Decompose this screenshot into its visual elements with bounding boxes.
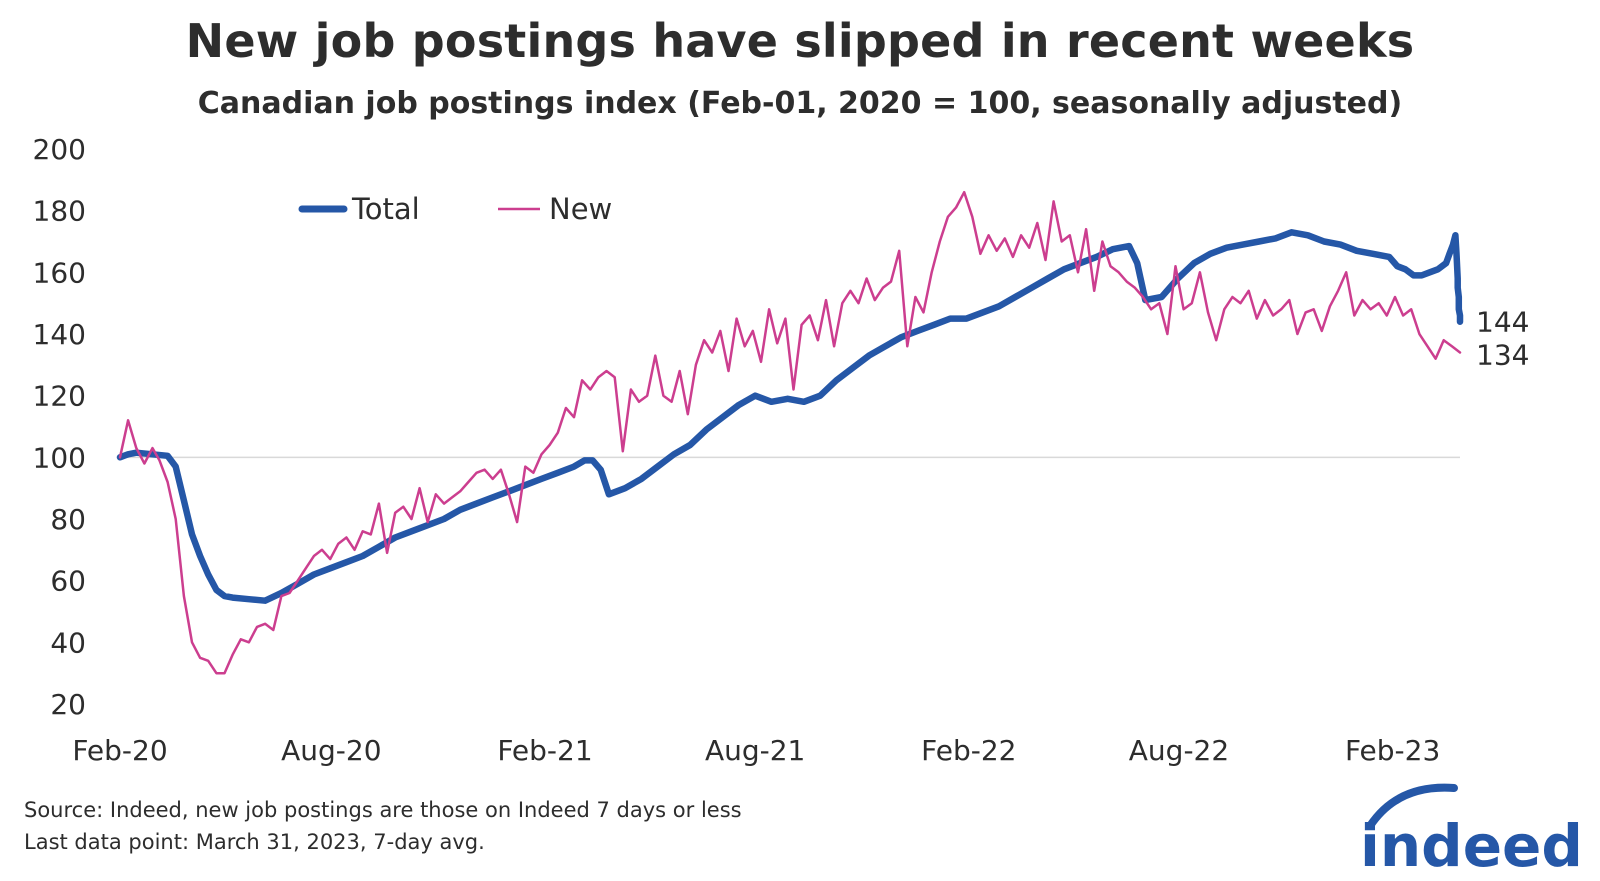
- x-tick-label: Feb-20: [72, 734, 167, 767]
- y-tick-label: 20: [50, 688, 86, 721]
- logo-swoosh: [1366, 783, 1458, 830]
- legend-label-total: Total: [351, 192, 420, 226]
- end-label-total: 144: [1476, 306, 1529, 339]
- y-tick-label: 60: [50, 565, 86, 598]
- end-label-new: 134: [1476, 339, 1529, 372]
- y-tick-label: 80: [50, 503, 86, 536]
- x-tick-label: Feb-22: [921, 734, 1016, 767]
- chart-title: New job postings have slipped in recent …: [185, 14, 1415, 68]
- y-tick-label: 200: [33, 133, 86, 166]
- x-tick-label: Aug-20: [281, 734, 381, 767]
- series-line-new: [118, 190, 1462, 675]
- y-tick-label: 40: [50, 626, 86, 659]
- last-data-point-line: Last data point: March 31, 2023, 7-day a…: [24, 830, 485, 854]
- x-tick-label: Aug-21: [705, 734, 805, 767]
- y-tick-label: 160: [33, 256, 86, 289]
- source-line: Source: Indeed, new job postings are tho…: [24, 798, 742, 822]
- x-tick-label: Aug-22: [1129, 734, 1229, 767]
- x-tick-label: Feb-23: [1345, 734, 1440, 767]
- indeed-logo: indeed: [1360, 783, 1583, 876]
- chart-subtitle: Canadian job postings index (Feb-01, 202…: [197, 86, 1403, 121]
- y-tick-label: 180: [33, 195, 86, 228]
- y-tick-label: 120: [33, 380, 86, 413]
- y-tick-label: 140: [33, 318, 86, 351]
- source-note: Source: Indeed, new job postings are tho…: [24, 794, 742, 858]
- legend-label-new: New: [549, 192, 612, 226]
- logo-wordmark: indeed: [1360, 812, 1583, 876]
- x-tick-label: Feb-21: [497, 734, 592, 767]
- series-line-total: [116, 229, 1464, 604]
- y-tick-label: 100: [33, 441, 86, 474]
